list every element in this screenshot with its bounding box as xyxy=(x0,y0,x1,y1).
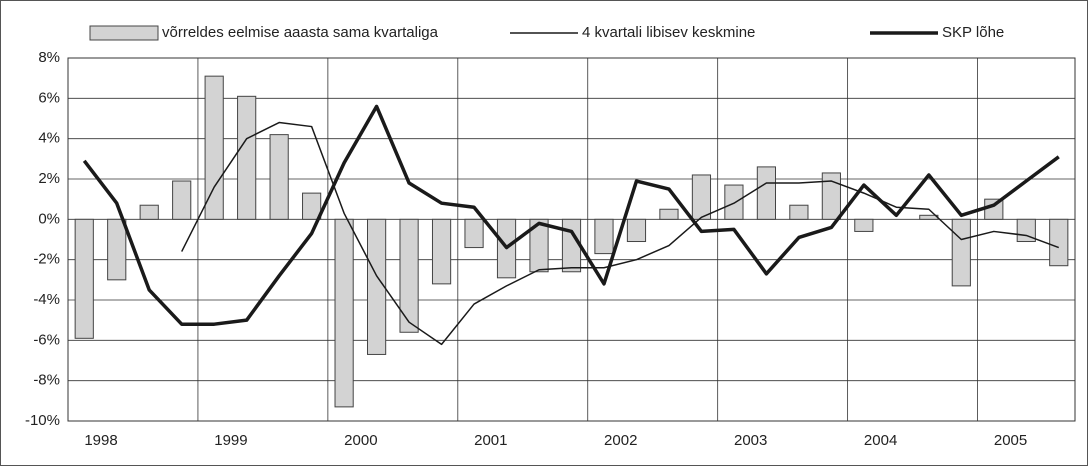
bar xyxy=(367,218,387,355)
bar xyxy=(756,166,776,220)
x-tick-label: 2004 xyxy=(864,432,897,449)
x-tick-label: 2002 xyxy=(604,432,637,449)
x-tick-label: 1999 xyxy=(214,432,247,449)
bar xyxy=(302,192,322,220)
bar xyxy=(204,75,224,220)
bar xyxy=(659,208,679,220)
y-tick-label: -10% xyxy=(25,412,60,429)
legend-label: 4 kvartali libisev keskmine xyxy=(582,24,755,41)
legend-label: SKP lõhe xyxy=(942,24,1004,41)
y-tick-label: 4% xyxy=(38,130,60,147)
bar xyxy=(172,180,192,220)
y-tick-label: -2% xyxy=(33,251,60,268)
y-tick-label: 8% xyxy=(38,49,60,66)
bar xyxy=(74,218,94,339)
x-tick-label: 1998 xyxy=(84,432,117,449)
bar xyxy=(594,218,614,255)
bar xyxy=(107,218,127,281)
bar xyxy=(139,204,159,220)
bar xyxy=(951,218,971,287)
bar xyxy=(431,218,452,285)
y-tick-label: -8% xyxy=(33,372,60,389)
bar xyxy=(724,184,744,220)
y-tick-label: -6% xyxy=(33,331,60,348)
line xyxy=(82,104,1060,326)
x-tick-label: 2003 xyxy=(734,432,767,449)
bar xyxy=(821,172,841,220)
y-tick-label: 6% xyxy=(38,89,60,106)
bar xyxy=(269,134,289,220)
legend-swatch xyxy=(89,25,159,41)
bar xyxy=(464,218,484,249)
bar xyxy=(1049,218,1069,267)
bar xyxy=(1016,218,1036,243)
bar xyxy=(529,218,549,273)
y-tick-label: 2% xyxy=(38,170,60,187)
x-tick-label: 2000 xyxy=(344,432,377,449)
line xyxy=(181,121,1060,346)
bar xyxy=(626,218,647,243)
bar xyxy=(691,174,712,220)
y-tick-label: -4% xyxy=(33,291,60,308)
bar xyxy=(237,95,257,220)
plot-frame xyxy=(67,57,1076,422)
bar xyxy=(854,218,874,232)
legend-label: võrreldes eelmise aaasta sama kvartaliga xyxy=(162,24,439,41)
x-tick-label: 2005 xyxy=(994,432,1027,449)
bar xyxy=(561,218,582,273)
x-tick-label: 2001 xyxy=(474,432,507,449)
bar xyxy=(399,218,419,333)
bar xyxy=(789,204,809,220)
y-tick-label: 0% xyxy=(38,210,60,227)
bar xyxy=(334,218,354,408)
